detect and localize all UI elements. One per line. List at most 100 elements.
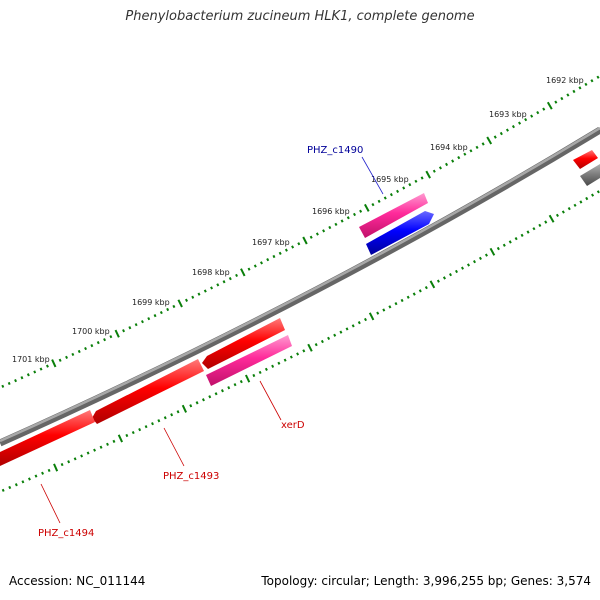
minor-tick — [467, 263, 470, 267]
minor-tick — [309, 235, 313, 239]
minor-tick — [125, 433, 129, 438]
minor-tick — [14, 378, 18, 383]
minor-tick — [481, 142, 485, 146]
minor-tick — [560, 96, 564, 101]
minor-tick — [566, 93, 570, 97]
major-tick — [546, 101, 553, 110]
minor-tick — [339, 330, 343, 334]
minor-tick — [590, 79, 594, 83]
minor-tick — [172, 304, 176, 309]
minor-tick — [140, 320, 144, 324]
minor-tick — [277, 361, 281, 365]
minor-tick — [297, 242, 301, 246]
minor-tick — [58, 358, 62, 362]
minor-tick — [157, 419, 161, 423]
minor-tick — [176, 410, 180, 414]
minor-tick — [353, 212, 356, 217]
minor-tick — [596, 190, 600, 194]
minor-tick — [455, 269, 458, 274]
minor-tick — [475, 145, 479, 149]
minor-tick — [414, 179, 418, 183]
accession-text: Accession: NC_011144 — [9, 574, 146, 588]
minor-tick — [220, 389, 224, 393]
minor-tick — [496, 246, 500, 251]
gene-feature-PHZ_c1494[interactable] — [0, 410, 95, 466]
minor-tick — [289, 355, 293, 359]
minor-tick — [1, 488, 5, 492]
minor-tick — [493, 135, 497, 139]
minor-tick — [208, 395, 212, 399]
minor-tick — [278, 251, 282, 255]
minor-tick — [84, 346, 88, 351]
genome-backbone-highlight — [0, 126, 600, 443]
gene-feature-pink-forward[interactable] — [359, 193, 428, 238]
leader-line — [40, 483, 61, 524]
kbp-label: 1693 kbp — [489, 110, 527, 119]
kbp-label: 1700 kbp — [72, 327, 110, 336]
major-tick — [240, 268, 246, 277]
minor-tick — [14, 483, 18, 487]
minor-tick — [406, 295, 410, 299]
minor-tick — [376, 311, 380, 315]
minor-tick — [538, 223, 542, 228]
minor-tick — [554, 100, 558, 104]
minor-tick — [163, 416, 167, 420]
minor-tick — [394, 302, 398, 306]
kbp-label: 1694 kbp — [430, 143, 468, 152]
minor-tick — [112, 439, 116, 444]
minor-tick — [567, 207, 571, 211]
minor-tick — [420, 176, 424, 180]
minor-tick — [86, 451, 90, 455]
gene-feature-partial-grey[interactable] — [580, 164, 600, 186]
minor-tick — [302, 349, 306, 353]
minor-tick — [210, 286, 214, 290]
minor-tick — [27, 477, 31, 481]
minor-tick — [536, 111, 540, 115]
leader-line — [361, 156, 384, 195]
minor-tick — [195, 401, 199, 405]
gene-feature-red-upper[interactable] — [202, 318, 285, 369]
minor-tick — [271, 364, 275, 368]
minor-tick — [518, 121, 522, 125]
kbp-label: 1692 kbp — [546, 76, 584, 85]
minor-tick — [418, 289, 422, 293]
minor-tick — [103, 338, 107, 342]
minor-tick — [530, 114, 534, 118]
gene-label-PHZ_c1494[interactable]: PHZ_c1494 — [38, 528, 94, 539]
gene-feature-partial-red[interactable] — [573, 150, 598, 169]
minor-tick — [357, 321, 361, 325]
minor-tick — [524, 118, 528, 122]
minor-tick — [67, 460, 71, 464]
minor-tick — [408, 183, 412, 187]
minor-tick — [412, 292, 416, 296]
minor-tick — [291, 245, 295, 249]
gene-feature-xerD[interactable] — [206, 335, 292, 386]
minor-tick — [511, 125, 515, 129]
genome-map: 1692 kbp 1693 kbp 1694 kbp 1695 kbp 1696… — [0, 75, 600, 539]
minor-tick — [260, 261, 263, 265]
major-tick — [177, 299, 183, 308]
minor-tick — [166, 307, 170, 312]
minor-tick — [532, 227, 536, 231]
leader-line — [259, 380, 282, 421]
minor-tick — [272, 254, 276, 259]
minor-tick — [359, 209, 363, 213]
gene-label-PHZ_c1490[interactable]: PHZ_c1490 — [307, 145, 363, 156]
gene-feature-PHZ_c1490[interactable] — [366, 211, 434, 255]
kbp-label: 1699 kbp — [132, 298, 170, 307]
minor-tick — [327, 336, 331, 341]
minor-tick — [185, 298, 188, 302]
minor-tick — [80, 454, 84, 458]
minor-tick — [60, 463, 64, 467]
minor-tick — [34, 474, 38, 478]
gene-label-PHZ_c1493[interactable]: PHZ_c1493 — [163, 471, 219, 482]
gene-label-xerD[interactable]: xerD — [281, 420, 305, 431]
kbp-label: 1701 kbp — [12, 355, 50, 364]
major-tick — [51, 359, 57, 368]
minor-tick — [333, 333, 337, 337]
gene-feature-PHZ_c1493[interactable] — [92, 359, 204, 424]
minor-tick — [106, 442, 109, 446]
major-tick — [114, 329, 120, 338]
minor-tick — [45, 364, 49, 368]
minor-tick — [383, 196, 387, 200]
